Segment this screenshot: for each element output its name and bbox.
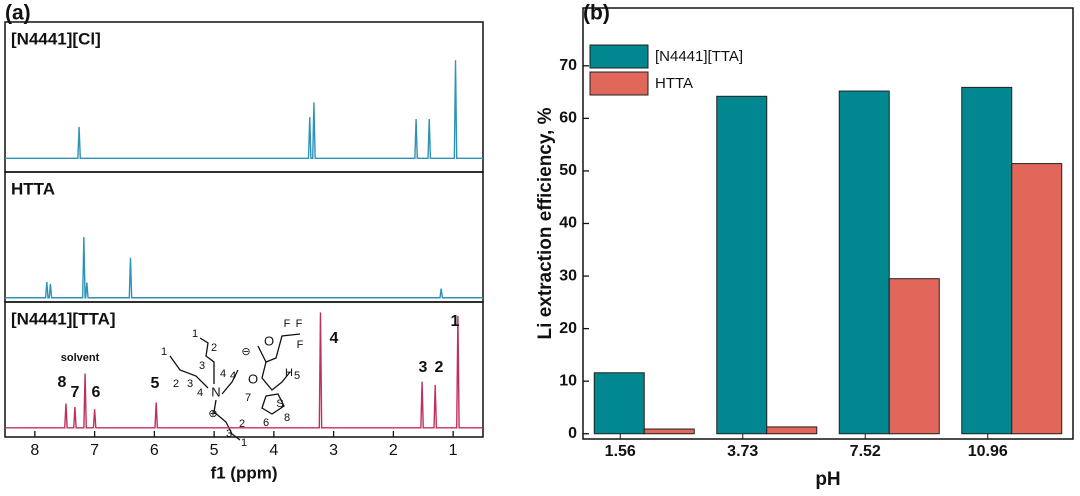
structure-label: O bbox=[264, 333, 274, 348]
bar bbox=[716, 95, 768, 435]
x-tick-label: 1 bbox=[449, 442, 458, 459]
bar bbox=[1011, 163, 1063, 435]
structure-label: 2 bbox=[173, 378, 179, 390]
bar bbox=[888, 278, 940, 435]
structure-label: 4 bbox=[230, 370, 236, 382]
legend-swatch bbox=[589, 44, 649, 69]
peak-label: 5 bbox=[151, 375, 160, 392]
x-tick-label: 7.52 bbox=[850, 443, 881, 460]
y-tick-label: 60 bbox=[559, 110, 577, 127]
y-tick-label: 50 bbox=[559, 162, 577, 179]
structure-label: 3 bbox=[187, 378, 193, 390]
x-axis-title: f1 (ppm) bbox=[210, 463, 277, 482]
peak-label: 8 bbox=[58, 374, 67, 391]
structure-label: 4 bbox=[197, 387, 203, 399]
panel-label: (b) bbox=[583, 2, 610, 25]
x-tick-label: 4 bbox=[269, 442, 278, 459]
structure-label: 2 bbox=[211, 342, 217, 354]
structure-label: 1 bbox=[161, 346, 167, 358]
spectrum bbox=[5, 60, 483, 159]
peak-label: 4 bbox=[330, 330, 339, 347]
structure-label: 6 bbox=[263, 417, 269, 429]
bar bbox=[593, 372, 645, 435]
legend-label: HTTA bbox=[655, 75, 693, 92]
peak-label: 6 bbox=[92, 384, 101, 401]
structure-bonds bbox=[169, 333, 301, 441]
spectrum-name: HTTA bbox=[11, 179, 55, 198]
structure-label: O bbox=[248, 371, 258, 386]
structure-label: ⊖ bbox=[241, 346, 250, 358]
peak-label: 3 bbox=[419, 359, 428, 376]
y-tick-label: 0 bbox=[568, 425, 577, 442]
x-tick-label: 10.96 bbox=[968, 443, 1008, 460]
peak-label: 1 bbox=[451, 313, 460, 330]
structure-label: 7 bbox=[245, 392, 251, 404]
x-axis-title: pH bbox=[815, 469, 840, 490]
y-tick-label: 20 bbox=[559, 320, 577, 337]
x-tick-label: 8 bbox=[30, 442, 39, 459]
spectrum-name: [N4441][TTA] bbox=[11, 309, 116, 328]
y-tick-label: 30 bbox=[559, 267, 577, 284]
structure-label: F bbox=[284, 318, 291, 330]
y-tick-label: 70 bbox=[559, 57, 577, 74]
spectrum bbox=[5, 236, 483, 299]
structure-label: 8 bbox=[284, 412, 290, 424]
bar bbox=[838, 90, 890, 435]
y-tick-label: 10 bbox=[559, 372, 577, 389]
y-tick-label: 40 bbox=[559, 215, 577, 232]
spectrum-frame bbox=[4, 171, 484, 303]
legend-swatch bbox=[589, 71, 649, 96]
plot-frame bbox=[582, 7, 1074, 440]
structure-label: 1 bbox=[241, 437, 247, 449]
structure-label: 1 bbox=[192, 328, 198, 340]
bar bbox=[766, 426, 818, 435]
x-tick-label: 5 bbox=[210, 442, 219, 459]
spectrum-frame bbox=[4, 301, 484, 438]
structure-label: F bbox=[296, 318, 303, 330]
structure-label: S bbox=[276, 398, 283, 410]
structure-label: F bbox=[297, 339, 304, 351]
x-tick-label: 7 bbox=[90, 442, 99, 459]
x-tick-label: 3.73 bbox=[727, 443, 758, 460]
structure-label: H bbox=[285, 367, 293, 379]
structure-label: 2 bbox=[239, 418, 245, 430]
y-axis-title: Li extraction efficiency, % bbox=[535, 107, 556, 339]
peak-label: 2 bbox=[435, 359, 444, 376]
x-tick-label: 1.56 bbox=[605, 443, 636, 460]
structure-label: 3 bbox=[226, 428, 232, 440]
peak-label: 7 bbox=[71, 384, 80, 401]
bar bbox=[961, 86, 1013, 435]
x-tick-label: 6 bbox=[150, 442, 159, 459]
spectrum bbox=[5, 312, 483, 429]
legend-label: [N4441][TTA] bbox=[655, 48, 743, 65]
structure-label: 5 bbox=[294, 370, 300, 382]
spectrum-name: [N4441][Cl] bbox=[11, 29, 101, 48]
structure-label: N bbox=[211, 384, 220, 399]
structure-label: 3 bbox=[199, 360, 205, 372]
peak-label: solvent bbox=[61, 352, 100, 364]
x-tick-label: 2 bbox=[389, 442, 398, 459]
bar bbox=[643, 428, 695, 435]
structure-label: 4 bbox=[220, 368, 226, 380]
panel-label: (a) bbox=[5, 2, 31, 25]
x-tick-label: 3 bbox=[329, 442, 338, 459]
structure-label: ⊕ bbox=[208, 408, 217, 420]
